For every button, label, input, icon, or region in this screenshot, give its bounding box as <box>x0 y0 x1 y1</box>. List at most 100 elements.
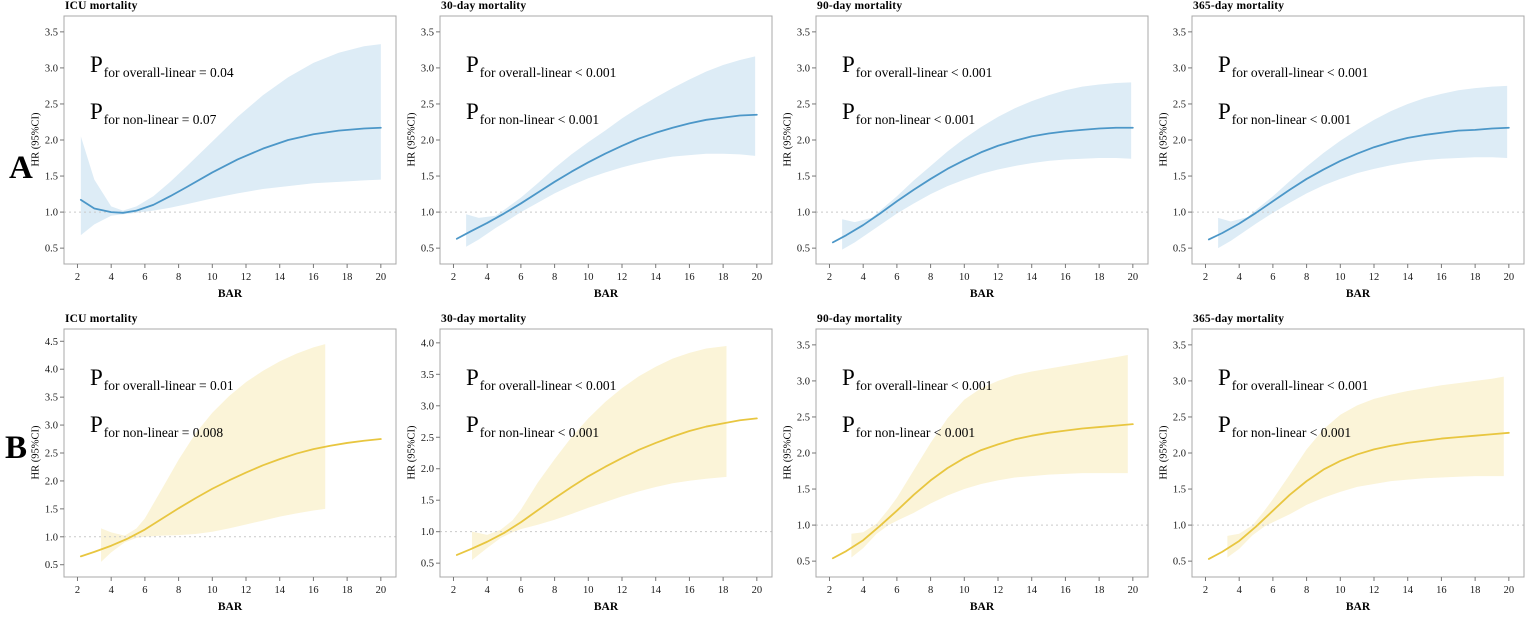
panel-a-90day-mortality: 90-day mortality HR (95%CI) 2 4 6 8 10 12 14 16… <box>780 0 1156 310</box>
p-symbol: P <box>466 99 479 124</box>
p-overall-text: for overall-linear < 0.001 <box>479 65 617 80</box>
x-tick-label: 2 <box>827 272 832 283</box>
p-values: Pfor overall-linear < 0.001 Pfor non-lin… <box>842 365 992 459</box>
y-tick-label: 1.0 <box>1173 208 1186 219</box>
p-symbol: P <box>842 365 855 390</box>
y-tick-label: 3.0 <box>421 63 434 74</box>
panel-b-icu-mortality: ICU mortality HR (95%CI) 2 4 6 8 10 12 14 16 18 2… <box>28 313 404 623</box>
y-tick-label: 1.5 <box>421 172 434 183</box>
x-tick-label: 6 <box>894 272 899 283</box>
x-tick-label: 10 <box>1335 585 1346 596</box>
panel-title: 90-day mortality <box>817 313 903 325</box>
x-tick-label: 8 <box>552 585 557 596</box>
x-tick-label: 6 <box>1270 272 1275 283</box>
y-tick-label: 1.0 <box>797 521 810 532</box>
p-values: Pfor overall-linear = 0.04 Pfor non-line… <box>90 52 234 146</box>
x-tick-label: 20 <box>376 585 387 596</box>
y-tick-label: 2.5 <box>421 433 434 444</box>
y-tick-label: 4.5 <box>45 337 58 348</box>
panel-title: 30-day mortality <box>441 0 527 12</box>
y-tick-label: 3.0 <box>797 63 810 74</box>
spline-plot: 2 4 6 8 10 12 14 16 18 20 0.5 1.0 1.5 2.0 2.5 3.0 3.5 4.0… <box>421 328 773 613</box>
ci-band <box>1227 376 1504 558</box>
p-non-linear: Pfor non-linear < 0.001 <box>842 99 992 146</box>
ci-band <box>80 44 381 236</box>
y-tick-label: 3.5 <box>45 27 58 38</box>
hr-curve <box>831 423 1134 560</box>
p-overall-linear: Pfor overall-linear < 0.001 <box>842 52 992 99</box>
x-tick-label: 6 <box>1270 585 1275 596</box>
x-tick-label: 16 <box>1436 272 1447 283</box>
panel-title: ICU mortality <box>65 0 138 12</box>
p-values: Pfor overall-linear < 0.001 Pfor non-lin… <box>842 52 992 146</box>
p-non-linear: Pfor non-linear = 0.07 <box>90 99 234 146</box>
y-tick-label: 2.0 <box>1173 449 1186 460</box>
p-symbol: P <box>1218 99 1231 124</box>
y-tick-label: 1.0 <box>421 208 434 219</box>
y-tick-label: 1.0 <box>797 208 810 219</box>
y-tick-label: 2.0 <box>421 464 434 475</box>
p-overall-text: for overall-linear < 0.001 <box>1231 378 1369 393</box>
row-label-b: B <box>5 430 28 466</box>
y-tick-label: 3.5 <box>797 340 810 351</box>
y-tick-label: 2.0 <box>45 136 58 147</box>
x-tick-label: 14 <box>650 272 661 283</box>
x-tick-label: 12 <box>617 585 628 596</box>
x-tick-label: 14 <box>650 585 661 596</box>
x-tick-label: 10 <box>1335 272 1346 283</box>
y-tick-label: 1.5 <box>45 172 58 183</box>
p-non-linear: Pfor non-linear = 0.008 <box>90 412 234 459</box>
spline-plot: 2 4 6 8 10 12 14 16 18 20 0.5 1.0 1.5 2.0 2.5 3.0 3.5 BAR <box>1173 15 1525 300</box>
y-tick-label: 1.5 <box>797 172 810 183</box>
hr-curve <box>1207 126 1510 241</box>
x-tick-label: 12 <box>241 585 252 596</box>
y-tick-label: 2.5 <box>45 449 58 460</box>
x-tick-label: 14 <box>1026 272 1037 283</box>
x-tick-label: 14 <box>274 272 285 283</box>
p-overall-linear: Pfor overall-linear < 0.001 <box>1218 365 1368 412</box>
x-axis-label: BAR <box>218 288 243 300</box>
p-overall-text: for overall-linear < 0.001 <box>1231 65 1369 80</box>
x-tick-label: 10 <box>959 272 970 283</box>
spline-plot: 2 4 6 8 10 12 14 16 18 20 0.5 1.0 1.5 2.0 2.5 3.0 3.5 BAR <box>421 15 773 300</box>
panel-b-30day-mortality: 30-day mortality HR (95%CI) 2 4 6 8 10 12 14 16… <box>404 313 780 623</box>
x-tick-label: 18 <box>718 585 729 596</box>
p-overall-linear: Pfor overall-linear = 0.04 <box>90 52 234 99</box>
p-symbol: P <box>466 52 479 77</box>
hr-curve <box>831 126 1134 244</box>
panel-title: ICU mortality <box>65 313 138 325</box>
panel-title: 365-day mortality <box>1193 313 1285 325</box>
y-tick-label: 0.5 <box>45 244 58 255</box>
x-tick-label: 4 <box>109 585 115 596</box>
y-tick-label: 2.5 <box>1173 412 1186 423</box>
x-tick-label: 6 <box>142 585 147 596</box>
p-overall-linear: Pfor overall-linear = 0.01 <box>90 365 234 412</box>
x-tick-label: 8 <box>176 272 181 283</box>
plot-border <box>439 328 773 578</box>
y-tick-label: 2.5 <box>45 99 58 110</box>
x-tick-label: 6 <box>142 272 147 283</box>
y-tick-label: 2.0 <box>1173 136 1186 147</box>
p-overall-linear: Pfor overall-linear < 0.001 <box>466 365 616 412</box>
x-tick-label: 10 <box>959 585 970 596</box>
p-symbol: P <box>90 365 103 390</box>
p-overall-text: for overall-linear < 0.001 <box>479 378 617 393</box>
x-axis-label: BAR <box>594 288 619 300</box>
y-tick-label: 3.0 <box>45 63 58 74</box>
p-non-linear: Pfor non-linear < 0.001 <box>466 99 616 146</box>
x-axis-label: BAR <box>218 601 243 613</box>
y-tick-label: 3.5 <box>421 27 434 38</box>
x-tick-label: 18 <box>1470 272 1481 283</box>
x-tick-label: 8 <box>928 272 933 283</box>
x-tick-label: 10 <box>207 272 218 283</box>
p-symbol: P <box>842 52 855 77</box>
p-nonlinear-text: for non-linear < 0.001 <box>855 425 976 440</box>
x-tick-label: 12 <box>1369 272 1380 283</box>
x-tick-label: 2 <box>1203 585 1208 596</box>
x-tick-label: 16 <box>308 272 319 283</box>
x-tick-label: 16 <box>684 585 695 596</box>
x-tick-label: 18 <box>342 585 353 596</box>
p-overall-text: for overall-linear < 0.001 <box>855 378 993 393</box>
x-tick-label: 20 <box>752 585 763 596</box>
y-tick-label: 0.5 <box>421 244 434 255</box>
